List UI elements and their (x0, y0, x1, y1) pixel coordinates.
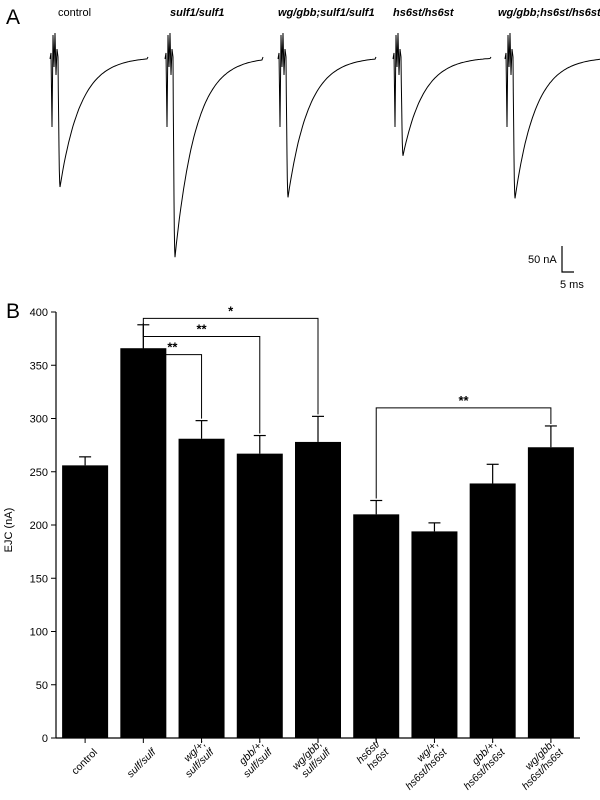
x-category-label: wg/gbb;sulf/sulf (290, 737, 334, 781)
bar (120, 348, 167, 738)
significance-label: ** (167, 340, 178, 355)
bar (353, 514, 400, 738)
y-tick-label: 250 (30, 467, 48, 479)
bars (62, 348, 574, 738)
bar (178, 438, 225, 738)
y-axis-title: EJC (nA) (3, 508, 15, 553)
scale-bar: 50 nA 5 ms (528, 246, 584, 291)
scale-bar-current-label: 50 nA (528, 254, 557, 266)
ejc-trace (164, 32, 264, 258)
x-category-label: sulf/sulf (125, 746, 159, 780)
significance-brackets: ******* (142, 303, 552, 499)
y-tick-label: 400 (30, 307, 48, 319)
significance-label: ** (458, 393, 469, 408)
x-category-label: control (69, 746, 100, 777)
significance-bracket (142, 322, 203, 419)
y-tick-label: 0 (42, 733, 48, 745)
bar (236, 453, 283, 738)
x-category-labels: control sulf/sulf wg/+;sulf/sulf gbb/+;sulf… (69, 737, 566, 792)
y-tick-label: 50 (36, 680, 48, 692)
x-category-label: gbb/+;hs6st/hs6st (453, 737, 508, 792)
y-tick-label: 350 (30, 360, 48, 372)
trace-label: wg/gbb;hs6st/hs6st (498, 7, 600, 19)
axes: 0 50 100 150 200 250 300 350 400 (30, 307, 580, 745)
y-tick-label: 300 (30, 414, 48, 426)
x-category-label: wg/+;hs6st/hs6st (395, 737, 450, 792)
bar (62, 465, 109, 738)
trace-label: hs6st/hs6st (393, 7, 455, 19)
trace-label: sulf1/sulf1 (170, 7, 224, 19)
bar (295, 441, 341, 738)
x-category-label: wg/gbb;hs6st/hs6st (511, 737, 566, 792)
x-category-label: hs6st/hs6st (354, 737, 392, 775)
trace-label: wg/gbb;sulf1/sulf1 (278, 7, 375, 19)
ejc-trace (504, 32, 600, 199)
significance-label: ** (196, 321, 207, 336)
scale-bar-lines (561, 246, 574, 273)
trace-label: control (58, 7, 91, 19)
x-category-label: gbb/+;sulf/sulf (233, 737, 276, 780)
y-tick-label: 100 (30, 627, 48, 639)
y-tick-label: 200 (30, 520, 48, 532)
panel-label-b: B (6, 300, 20, 323)
significance-bracket (375, 407, 552, 499)
y-tick-label: 150 (30, 573, 48, 585)
ejc-trace (392, 32, 492, 156)
x-category-label: wg/+;sulf/sulf (174, 737, 217, 780)
ejc-trace (49, 32, 149, 188)
bar (469, 483, 516, 738)
scale-bar-time-label: 5 ms (560, 279, 584, 291)
trace-panel: control sulf1/sulf1 wg/gbb;sulf1/sulf1 hs6s… (49, 7, 600, 258)
panel-label-a: A (6, 6, 20, 29)
significance-bracket (142, 317, 319, 415)
bar (527, 447, 574, 738)
bar (411, 531, 458, 738)
significance-label: * (228, 303, 234, 318)
ejc-trace (277, 32, 377, 198)
